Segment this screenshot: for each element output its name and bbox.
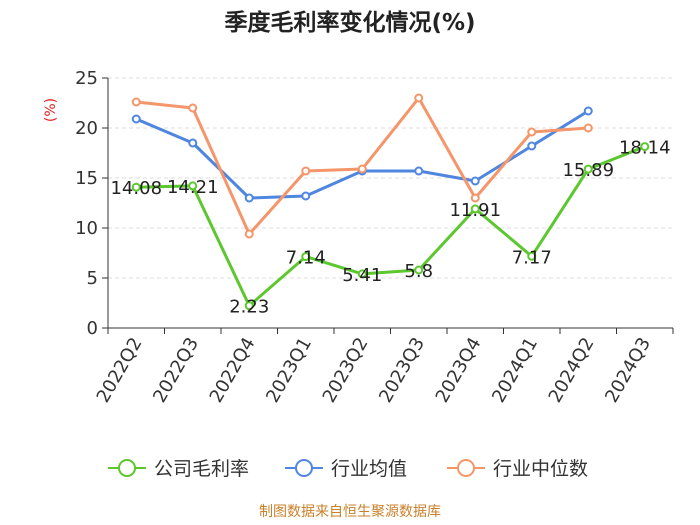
data-point	[470, 204, 480, 214]
x-tick-label: 2024Q2	[545, 334, 599, 406]
data-point	[583, 164, 593, 174]
x-tick-label: 2022Q3	[149, 334, 203, 406]
legend-item[interactable]: 公司毛利率	[108, 458, 249, 480]
data-label: 7.14	[286, 248, 326, 269]
data-label: 11.91	[449, 200, 501, 221]
data-point	[527, 251, 537, 261]
data-point	[244, 193, 254, 203]
data-label: 5.8	[404, 261, 433, 282]
data-point	[188, 103, 198, 113]
legend-marker	[295, 459, 313, 477]
series-line	[136, 145, 646, 308]
data-point	[583, 106, 593, 116]
legend-marker	[457, 459, 475, 477]
data-point	[357, 269, 367, 279]
data-point	[470, 193, 480, 203]
y-tick-label: 25	[75, 68, 98, 89]
data-point	[131, 182, 141, 192]
legend-marker	[118, 459, 136, 477]
data-label: 7.17	[512, 247, 552, 268]
data-point	[188, 138, 198, 148]
data-point	[414, 93, 424, 103]
x-tick-label: 2024Q3	[601, 334, 655, 406]
data-point	[414, 166, 424, 176]
legend-label: 行业均值	[331, 458, 407, 480]
data-point	[640, 142, 650, 152]
data-point	[188, 181, 198, 191]
legend-item[interactable]: 行业中位数	[447, 458, 588, 480]
legend-label: 行业中位数	[493, 458, 588, 480]
series-lines	[131, 93, 650, 311]
x-tick-label: 2022Q4	[206, 334, 260, 406]
data-point	[414, 265, 424, 275]
legend-item[interactable]: 行业均值	[285, 458, 407, 480]
y-tick-label: 20	[75, 118, 98, 139]
x-tick-label: 2022Q2	[93, 334, 147, 406]
data-point	[131, 114, 141, 124]
x-tick-label: 2023Q3	[375, 334, 429, 406]
data-label: 18.14	[619, 138, 671, 159]
legend-label: 公司毛利率	[154, 458, 249, 480]
y-tick-label: 15	[75, 168, 98, 189]
chart-title: 季度毛利率变化情况(%)	[224, 9, 475, 36]
data-label: 5.41	[342, 265, 382, 286]
data-point	[301, 191, 311, 201]
x-tick-label: 2023Q2	[319, 334, 373, 406]
axes: 0 5 10 15 20 25 2022Q2 2022Q3 2022Q4 2023Q1 2023Q2…	[75, 68, 674, 406]
data-label: 2.23	[229, 297, 269, 318]
data-point	[527, 141, 537, 151]
x-tick-label: 2023Q1	[262, 334, 316, 406]
y-tick-label: 5	[87, 268, 98, 289]
x-tick-label: 2023Q4	[432, 334, 486, 406]
data-point	[470, 176, 480, 186]
data-point	[301, 252, 311, 262]
y-tick-label: 0	[87, 318, 98, 339]
data-point	[131, 97, 141, 107]
data-label: 14.08	[110, 178, 162, 199]
y-tick-label: 10	[75, 218, 98, 239]
y-axis-label: (%)	[43, 98, 59, 122]
source-note: 制图数据来自恒生聚源数据库	[259, 504, 441, 520]
data-point	[244, 229, 254, 239]
x-tick-label: 2024Q1	[488, 334, 542, 406]
data-label: 14.21	[167, 177, 219, 198]
data-point	[357, 164, 367, 174]
data-labels: 14.08 14.21 2.23 7.14 5.41 5.8 11.91 7.17 15.891…	[110, 138, 670, 318]
data-point	[244, 301, 254, 311]
data-label: 15.89	[562, 160, 614, 181]
data-point	[583, 123, 593, 133]
legend: 公司毛利率 行业均值 行业中位数	[108, 458, 588, 480]
data-point	[301, 166, 311, 176]
data-point	[527, 127, 537, 137]
